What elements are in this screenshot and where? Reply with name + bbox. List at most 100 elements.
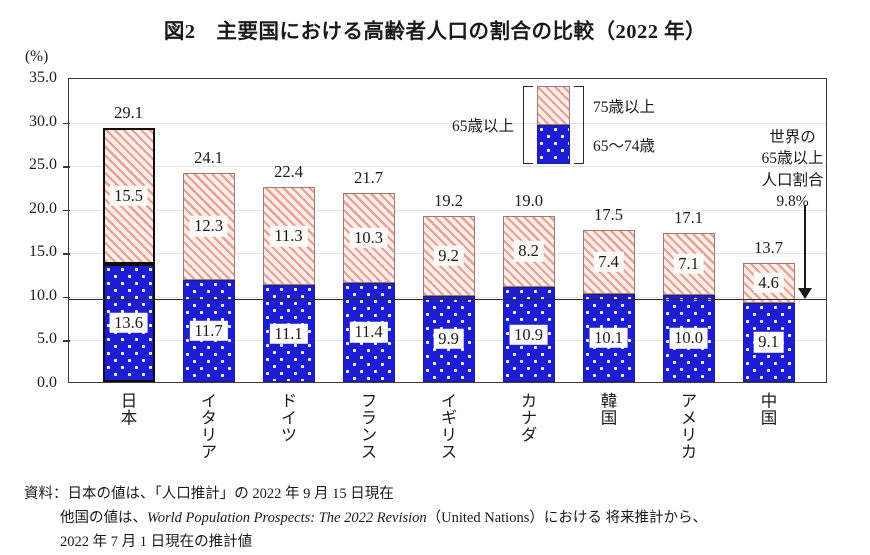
bar-segment-65-74[interactable]: 13.6 [102, 263, 155, 382]
bar-segment-value: 10.1 [589, 327, 628, 349]
gridline [69, 166, 826, 168]
legend-label-upper: 75歳以上 [593, 98, 656, 116]
bar-segment-65-74[interactable]: 10.9 [502, 287, 555, 382]
bar-segment-value: 8.2 [513, 241, 544, 262]
y-axis-label: 35.0 [29, 69, 57, 86]
world-note-line-4: 9.8% [776, 193, 809, 211]
x-axis-label-text: ドイツ [278, 392, 297, 443]
bar-ドイツ[interactable]: 11.1 11.3 22.4 [262, 162, 315, 382]
y-axis-tick [63, 253, 70, 255]
legend-label-lower: 65〜74歳 [593, 137, 656, 155]
bar-total-value: 21.7 [354, 167, 383, 187]
bar-segment-value: 9.2 [433, 245, 464, 266]
x-axis-label-text: 韓国 [598, 392, 617, 426]
footnote-line-2-pre: 他国の値は、 [60, 509, 147, 526]
bar-total-value: 17.5 [594, 204, 623, 224]
y-axis-label: 10.0 [29, 286, 57, 304]
bar-segment-75-plus[interactable]: 8.2 [502, 215, 555, 288]
x-axis-label-text: イタリア [198, 392, 217, 460]
world-average-annotation: 世界の 65歳以上 人口割合 9.8% [740, 127, 845, 213]
footnote-line-2-post: （United Nations）における 将来推計から、 [426, 509, 707, 526]
bar-segment-value: 4.6 [753, 272, 784, 293]
y-axis-unit-label: (%) [25, 48, 49, 65]
footnote-line-3: 2022 年 7 月 1 日現在の推計値 [60, 533, 253, 550]
bar-segment-65-74[interactable]: 10.1 [582, 294, 635, 382]
footnote-line-2-source: World Population Prospects: The 2022 Rev… [147, 509, 427, 526]
world-average-reference-line [69, 298, 826, 301]
world-note-line-2: 65歳以上 [761, 150, 824, 168]
world-note-line-1: 世界の [769, 129, 816, 146]
x-axis-label-カナダ: カナダ [502, 392, 554, 482]
bar-segment-value: 10.0 [669, 328, 708, 349]
bar-segment-value: 11.3 [269, 225, 308, 247]
bar-segment-value: 10.9 [509, 324, 548, 345]
bar-イタリア[interactable]: 11.7 12.3 24.1 [182, 148, 235, 382]
bar-segment-value: 13.6 [109, 312, 148, 333]
bar-total-value: 24.1 [194, 147, 223, 167]
bar-total-value: 19.2 [434, 190, 463, 210]
bar-segment-75-plus[interactable]: 9.2 [422, 215, 475, 296]
bar-segment-value: 9.9 [433, 328, 464, 350]
legend-bracket-label: 65歳以上 [452, 118, 515, 135]
bar-segment-value: 10.3 [349, 227, 388, 249]
y-axis-tick [63, 166, 70, 168]
x-axis-label-text: 中国 [758, 392, 777, 426]
footnote-line-2: 他国の値は、World Population Prospects: The 20… [24, 507, 854, 531]
bar-アメリカ[interactable]: 10.0 7.1 17.1 [662, 208, 715, 382]
legend-right-bracket [574, 86, 585, 164]
footnote-line-1: 資料：日本の値は、「人口推計」の 2022 年 9 月 15 日現在 [24, 486, 394, 502]
x-axis-label-韓国: 韓国 [582, 392, 634, 482]
bar-フランス[interactable]: 11.4 10.3 21.7 [342, 168, 395, 382]
x-axis-label-text: 日本 [118, 392, 137, 426]
y-axis-tick [63, 340, 70, 342]
x-axis-label-text: フランス [358, 392, 377, 460]
bar-韓国[interactable]: 10.1 7.4 17.5 [582, 205, 635, 382]
x-axis-label-アメリカ: アメリカ [662, 392, 714, 482]
bar-segment-75-plus[interactable]: 15.5 [102, 128, 155, 264]
bar-segment-65-74[interactable]: 11.1 [262, 285, 315, 382]
x-axis-label-ドイツ: ドイツ [262, 392, 314, 482]
bar-日本[interactable]: 13.6 15.5 29.1 [102, 103, 155, 382]
bar-イギリス[interactable]: 9.9 9.2 19.2 [422, 191, 475, 382]
legend-swatch-upper [537, 86, 571, 125]
bar-中国[interactable]: 9.1 4.6 13.7 [742, 238, 795, 382]
y-axis-label: 20.0 [29, 199, 57, 217]
legend-swatch [537, 86, 571, 164]
bar-segment-value: 7.1 [673, 253, 704, 275]
bar-segment-75-plus[interactable]: 10.3 [342, 192, 395, 283]
world-note-line-3: 人口割合 [761, 171, 824, 189]
bar-segment-65-74[interactable]: 11.4 [342, 282, 395, 382]
y-axis-label: 25.0 [29, 156, 57, 174]
bar-total-value: 13.7 [754, 237, 783, 257]
x-axis-label-text: アメリカ [678, 392, 697, 460]
footnotes: 資料：日本の値は、「人口推計」の 2022 年 9 月 15 日現在 他国の値は… [24, 483, 854, 555]
bar-segment-65-74[interactable]: 11.7 [182, 280, 235, 382]
bar-segment-75-plus[interactable]: 11.3 [262, 186, 315, 286]
bar-segment-value: 9.1 [753, 332, 784, 353]
x-axis-label-text: イギリス [438, 392, 457, 460]
x-axis-label-日本: 日本 [102, 392, 154, 482]
chart-legend: 65歳以上 75歳以上 65〜74歳 [452, 86, 655, 164]
bar-segment-75-plus[interactable]: 7.1 [662, 233, 715, 295]
gridline [69, 209, 826, 211]
bar-segment-value: 11.4 [349, 322, 388, 343]
x-axis-label-text: カナダ [518, 392, 537, 443]
gridline [69, 122, 826, 124]
bar-total-value: 17.1 [674, 208, 703, 227]
y-axis-tick [63, 209, 70, 212]
world-average-arrow-icon [798, 205, 812, 299]
bar-segment-value: 11.1 [269, 323, 308, 344]
bar-segment-65-74[interactable]: 9.1 [742, 302, 795, 382]
bar-カナダ[interactable]: 10.9 8.2 19.0 [502, 191, 555, 382]
y-axis-label: 30.0 [29, 112, 57, 130]
bar-segment-75-plus[interactable]: 4.6 [742, 262, 795, 303]
y-axis-label: 15.0 [29, 243, 57, 261]
bar-segment-75-plus[interactable]: 12.3 [182, 172, 235, 281]
bar-segment-65-74[interactable]: 10.0 [662, 294, 715, 382]
bar-segment-75-plus[interactable]: 7.4 [582, 229, 635, 294]
bar-total-value: 22.4 [274, 161, 303, 181]
bar-segment-65-74[interactable]: 9.9 [422, 295, 475, 382]
x-axis-label-フランス: フランス [342, 392, 394, 482]
page-title: 図2 主要国における高齢者人口の割合の比較（2022 年） [163, 21, 707, 43]
x-axis-label-イギリス: イギリス [422, 392, 474, 482]
